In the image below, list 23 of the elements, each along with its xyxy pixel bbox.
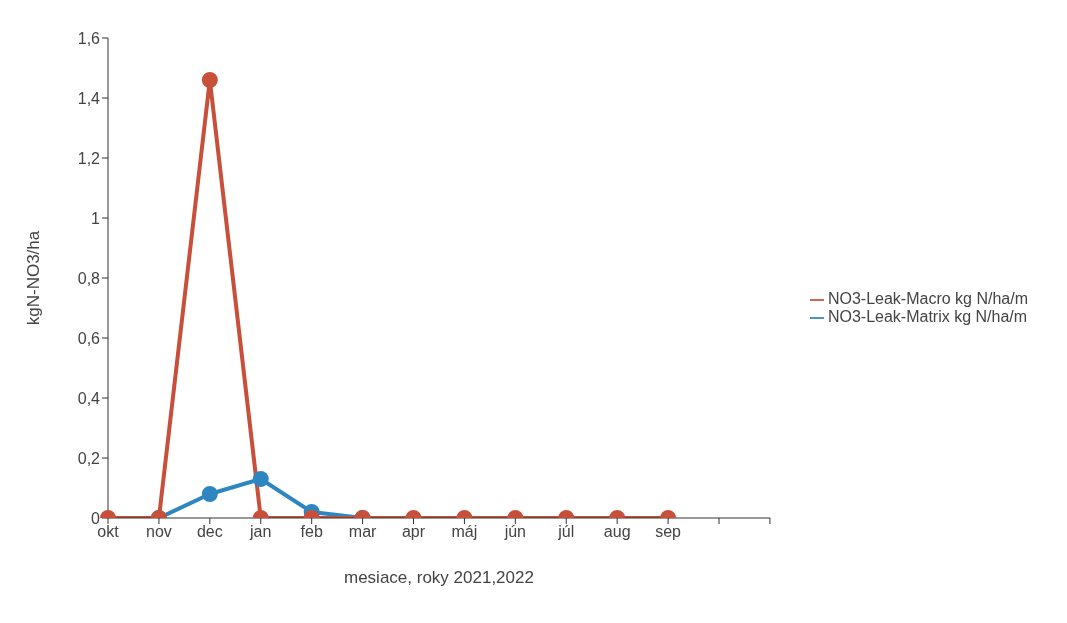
y-tick-label: 0,2 — [77, 449, 101, 467]
y-tick-label: 1,4 — [77, 89, 101, 107]
x-tick-label: sep — [655, 523, 682, 541]
y-tick-label: 0,6 — [77, 329, 101, 347]
x-tick-label: máj — [451, 523, 478, 541]
x-tick-label: nov — [146, 523, 172, 541]
x-axis-title: mesiace, roky 2021,2022 — [343, 568, 534, 587]
legend-label: NO3-Leak-Matrix kg N/ha/m — [827, 308, 1028, 325]
x-tick-label: apr — [401, 523, 426, 541]
y-tick-label: 1 — [91, 209, 101, 227]
x-tick-label: jún — [503, 523, 527, 541]
legend-label: NO3-Leak-Macro kg N/ha/m — [827, 290, 1028, 307]
x-tick-label: jan — [249, 523, 272, 541]
y-tick-label: 1,2 — [77, 149, 101, 167]
y-tick-label: 0,8 — [77, 269, 101, 287]
x-tick-label: dec — [196, 523, 223, 541]
y-tick-label: 0,4 — [77, 389, 101, 407]
x-tick-label: feb — [300, 523, 323, 541]
y-axis-title: kgN-NO3/ha — [24, 230, 44, 326]
y-tick-label: 1,6 — [77, 29, 101, 47]
x-tick-label: aug — [603, 523, 631, 541]
x-tick-label: júl — [557, 523, 575, 541]
x-tick-label: mar — [348, 523, 378, 541]
